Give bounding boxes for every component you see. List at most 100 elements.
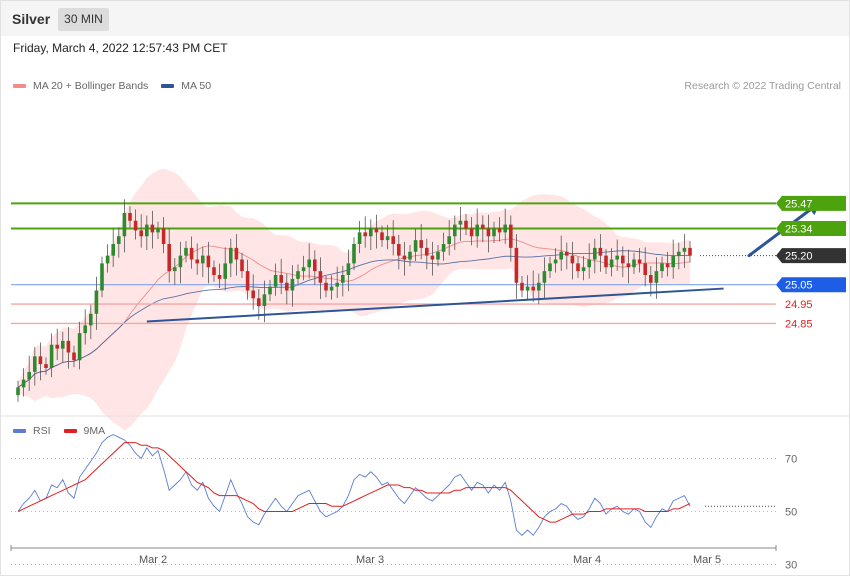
- legend-item-ma20-bollinger: MA 20 + Bollinger Bands: [13, 80, 148, 92]
- candle-body: [195, 259, 199, 264]
- candle-body: [234, 247, 239, 260]
- candle-body: [453, 224, 457, 237]
- candle-body: [604, 255, 608, 268]
- copyright-notice: Research © 2022 Trading Central: [684, 80, 841, 92]
- rsi-tick-label: 70: [785, 454, 797, 466]
- rsi-panel: 70 50 30: [11, 434, 797, 572]
- candle-body: [229, 247, 233, 264]
- candle-body: [100, 263, 104, 291]
- candle-body: [307, 259, 311, 268]
- candle-body: [391, 236, 395, 244]
- candle-body: [593, 247, 597, 260]
- candle-body: [436, 251, 440, 260]
- candle-body: [184, 247, 188, 256]
- candle-body: [363, 232, 367, 237]
- timeframe-badge[interactable]: 30 MIN: [58, 8, 109, 31]
- candle-body: [313, 259, 317, 272]
- candle-body: [632, 259, 636, 268]
- price-tag: [776, 195, 846, 211]
- candle-body: [531, 286, 535, 291]
- rsi-9ma-line: [17, 442, 691, 523]
- candle-body: [89, 313, 93, 326]
- candle-body: [178, 255, 183, 268]
- candle-body: [245, 271, 250, 291]
- candle-body: [44, 364, 48, 368]
- bollinger-bands: [18, 168, 690, 431]
- candle-body: [290, 278, 295, 291]
- candle-body: [72, 352, 76, 361]
- candle-body: [598, 247, 603, 256]
- candle-body: [173, 267, 177, 272]
- candle-body: [486, 228, 491, 237]
- candle-body: [559, 251, 563, 260]
- legend-swatch-rsi: [13, 429, 26, 433]
- candle-body: [55, 344, 59, 349]
- candle-body: [581, 267, 586, 272]
- candle-body: [542, 271, 547, 283]
- candle-body: [537, 282, 541, 291]
- candle-body: [139, 230, 143, 237]
- legend-item-rsi: RSI: [13, 425, 51, 437]
- candle-body: [609, 259, 614, 268]
- candle-body: [66, 340, 71, 353]
- candle-body: [458, 220, 463, 225]
- candle-body: [430, 255, 435, 260]
- candle-body: [413, 240, 418, 252]
- candle-body: [649, 275, 653, 283]
- candle-body: [548, 263, 552, 272]
- candle-body: [587, 259, 591, 268]
- candle-body: [352, 244, 356, 264]
- price-label: 25.05: [785, 280, 813, 292]
- candle-body: [117, 236, 121, 244]
- price-label: 25.47: [785, 198, 813, 210]
- candle-body: [475, 224, 479, 237]
- ma20-line: [17, 238, 691, 388]
- candle-body: [425, 247, 429, 256]
- price-label: 24.95: [785, 299, 813, 311]
- candle-body: [206, 255, 211, 268]
- legend-swatch-ma20: [13, 84, 26, 88]
- candle-body: [16, 387, 20, 396]
- time-tick-label: Mar 4: [573, 554, 601, 566]
- candle-body: [21, 379, 26, 388]
- rsi-tick-label: 30: [785, 560, 797, 572]
- candle-body: [357, 232, 362, 244]
- candle-body: [38, 356, 43, 365]
- candle-body: [167, 244, 171, 272]
- candle-body: [83, 325, 87, 334]
- candle-body: [217, 275, 222, 279]
- price-tag: [776, 221, 846, 236]
- price-tags: 25.47 25.34 25.20 25.05 24.95 24.85: [776, 195, 846, 330]
- legend-item-ma50: MA 50: [161, 80, 211, 92]
- candle-body: [324, 282, 328, 291]
- candle-body: [621, 255, 625, 264]
- candle-body: [105, 255, 110, 264]
- legend-label-ma20: MA 20 + Bollinger Bands: [33, 80, 149, 92]
- candle-body: [346, 263, 351, 275]
- candle-body: [251, 290, 255, 299]
- candle-body: [268, 286, 272, 295]
- candle-body: [212, 267, 216, 275]
- candle-body: [643, 263, 647, 275]
- legend-label-9ma: 9MA: [83, 425, 106, 437]
- candle-body: [380, 232, 384, 241]
- candle-body: [385, 236, 390, 241]
- candle-body: [262, 294, 267, 306]
- candle-body: [503, 224, 507, 233]
- candle-body: [128, 213, 132, 221]
- legend-item-9ma: 9MA: [63, 425, 106, 437]
- candle-body: [301, 267, 306, 272]
- candle-body: [61, 340, 65, 349]
- candle-body: [520, 282, 524, 291]
- candle-body: [469, 228, 474, 237]
- price-tag: [776, 277, 846, 293]
- candle-body: [156, 228, 160, 233]
- candle-body: [273, 275, 278, 287]
- bollinger-band-area: [18, 168, 690, 431]
- candle-body: [492, 228, 496, 237]
- candle-body: [329, 286, 334, 291]
- candle-body: [77, 333, 82, 361]
- candle-body: [374, 228, 379, 233]
- time-tick-label: Mar 2: [139, 554, 167, 566]
- candle-body: [688, 247, 692, 256]
